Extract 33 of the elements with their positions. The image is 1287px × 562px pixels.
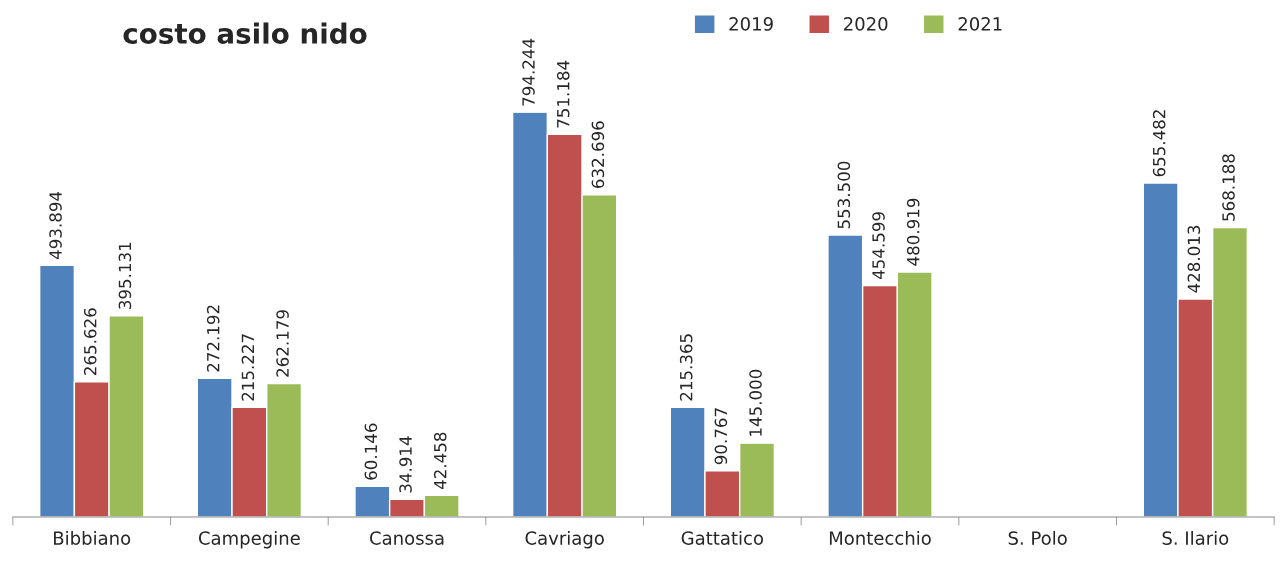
data-label: 553.500: [837, 161, 851, 229]
data-label: 454.599: [872, 212, 885, 280]
data-label: 794.244: [522, 38, 535, 106]
x-tick-label: Montecchio: [829, 530, 931, 545]
x-tick-label: Cavriago: [525, 530, 604, 549]
data-label: 34.914: [399, 436, 412, 493]
data-label: 493.894: [49, 191, 62, 260]
data-label: 751.184: [556, 60, 570, 128]
data-label: 480.919: [906, 198, 920, 266]
data-label: 262.179: [276, 310, 289, 377]
legend-label: 2020: [844, 17, 888, 31]
data-label: 395.131: [118, 242, 132, 309]
x-tick-label: S. Polo: [1008, 530, 1067, 545]
data-label: 568.188: [1222, 154, 1235, 221]
x-tick-label: Bibbiano: [54, 530, 131, 545]
data-label: 632.696: [591, 121, 605, 188]
x-tick-label: Canossa: [370, 531, 444, 545]
data-label: 215.227: [241, 334, 255, 401]
data-label: 428.013: [1187, 225, 1201, 293]
legend-label: 2019: [729, 17, 773, 31]
data-label: 145.000: [749, 369, 762, 436]
data-label: 655.482: [1152, 110, 1166, 177]
x-tick-label: Campegine: [198, 530, 300, 549]
data-label: 60.146: [364, 423, 378, 480]
data-label: 42.458: [433, 432, 447, 490]
data-label: 272.192: [206, 305, 220, 372]
data-label: 90.767: [714, 408, 728, 465]
chart-title: costo asilo nido: [123, 22, 367, 44]
data-label: 215.365: [679, 334, 693, 401]
x-tick-label: S. Ilario: [1162, 530, 1229, 545]
legend-label: 2021: [958, 17, 1002, 31]
data-label: 265.626: [83, 308, 97, 375]
x-tick-label: Gattatico: [681, 530, 764, 545]
